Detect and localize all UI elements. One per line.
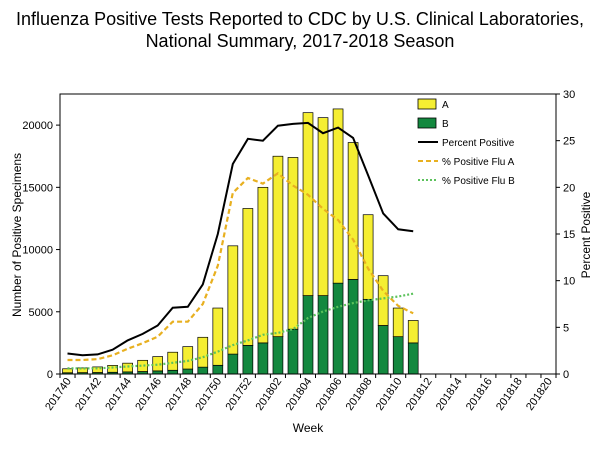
y2-tick-label: 5 bbox=[563, 322, 569, 334]
y2-tick-label: 10 bbox=[563, 276, 575, 288]
line--positive-flu-b bbox=[67, 292, 414, 370]
lines-group bbox=[67, 121, 414, 370]
y-tick-label: 10000 bbox=[22, 245, 53, 257]
x-tick-label: 201808 bbox=[344, 376, 375, 413]
y-axis-ticks: 0 5000 10000 15000 20000 bbox=[22, 120, 60, 381]
bar-b-201749 bbox=[197, 366, 209, 375]
line-percent-positive bbox=[67, 121, 414, 357]
legend-label-percent-positive: Percent Positive bbox=[442, 138, 515, 149]
y-axis-label: Number of Positive Specimens bbox=[10, 153, 24, 317]
bar-a-201810 bbox=[392, 307, 404, 338]
x-axis-label: Week bbox=[293, 421, 324, 435]
bar-a-201752 bbox=[242, 208, 254, 346]
bar-a-201749 bbox=[197, 336, 209, 368]
bar-a-201807 bbox=[347, 142, 359, 280]
chart-subtitle: National Summary, 2017-2018 Season bbox=[146, 31, 455, 51]
x-tick-label: 201746 bbox=[133, 376, 164, 413]
x-tick-label: 201804 bbox=[284, 376, 315, 413]
bar-a-201805 bbox=[317, 117, 329, 296]
bar-a-201751 bbox=[227, 245, 239, 355]
bar-b-201804 bbox=[302, 295, 314, 375]
bar-a-201802 bbox=[272, 155, 284, 338]
x-tick-label: 201748 bbox=[163, 376, 194, 413]
x-tick-label: 201806 bbox=[314, 376, 345, 413]
bar-a-201806 bbox=[332, 108, 344, 284]
bar-b-201803 bbox=[287, 328, 299, 375]
x-tick-label: 201744 bbox=[103, 376, 134, 413]
x-tick-label: 201812 bbox=[404, 376, 435, 413]
legend-label--positive-flu-a: % Positive Flu A bbox=[442, 157, 515, 168]
bar-b-201805 bbox=[317, 295, 329, 375]
x-tick-label: 201810 bbox=[374, 376, 405, 413]
chart-title: Influenza Positive Tests Reported to CDC… bbox=[16, 9, 584, 29]
y2-axis-label: Percent Positive bbox=[579, 191, 593, 278]
bar-a-201746 bbox=[152, 356, 164, 372]
bar-a-201809 bbox=[377, 275, 389, 326]
x-tick-label: 201752 bbox=[223, 376, 254, 413]
bar-b-201750 bbox=[212, 364, 224, 375]
x-tick-label: 201818 bbox=[494, 376, 525, 413]
y2-tick-label: 25 bbox=[563, 136, 575, 148]
y2-tick-label: 0 bbox=[563, 369, 569, 381]
x-tick-label: 201802 bbox=[254, 376, 285, 413]
legend-label-a: A bbox=[442, 100, 449, 111]
bar-b-201747 bbox=[167, 369, 179, 375]
legend-swatch-a bbox=[417, 98, 437, 110]
y2-tick-label: 30 bbox=[563, 89, 575, 101]
bar-b-201810 bbox=[392, 336, 404, 375]
bar-b-201752 bbox=[242, 345, 254, 375]
x-tick-label: 201750 bbox=[193, 376, 224, 413]
bar-b-201809 bbox=[377, 325, 389, 375]
legend-label-b: B bbox=[442, 119, 449, 130]
y-tick-label: 5000 bbox=[29, 307, 53, 319]
bar-b-201748 bbox=[182, 368, 194, 375]
legend: AB Percent Positive % Positive Flu A % Posi… bbox=[417, 98, 515, 187]
bar-a-201811 bbox=[407, 320, 419, 344]
x-axis-ticks: 201740 201742 201744 201746 201748 201750 2017… bbox=[43, 374, 557, 413]
x-tick-label: 201740 bbox=[43, 376, 74, 413]
bar-a-201748 bbox=[182, 346, 194, 370]
x-tick-label: 201816 bbox=[464, 376, 495, 413]
y2-tick-label: 15 bbox=[563, 229, 575, 241]
bar-b-201808 bbox=[362, 298, 374, 375]
y-tick-label: 15000 bbox=[22, 182, 53, 194]
bar-a-201742 bbox=[92, 366, 103, 373]
y-tick-label: 0 bbox=[47, 369, 53, 381]
x-tick-label: 201814 bbox=[434, 376, 465, 413]
bar-a-201801 bbox=[257, 186, 269, 344]
x-tick-label: 201820 bbox=[524, 376, 555, 413]
y-tick-label: 20000 bbox=[22, 120, 53, 132]
bar-a-201741 bbox=[77, 367, 88, 373]
bar-a-201808 bbox=[362, 214, 374, 300]
y2-axis-ticks: 0 5 10 15 20 25 30 bbox=[556, 89, 575, 381]
x-tick-label: 201742 bbox=[73, 376, 104, 413]
bar-b-201802 bbox=[272, 336, 284, 375]
bar-a-201745 bbox=[137, 359, 148, 372]
bar-b-201807 bbox=[347, 279, 359, 375]
bar-b-201806 bbox=[332, 282, 344, 375]
bar-b-201811 bbox=[407, 342, 419, 375]
bar-b-201801 bbox=[257, 342, 269, 375]
line--positive-flu-a bbox=[67, 171, 414, 362]
legend-label--positive-flu-b: % Positive Flu B bbox=[442, 176, 515, 187]
bars-group bbox=[62, 108, 419, 375]
bar-a-201803 bbox=[287, 157, 299, 330]
bar-a-201750 bbox=[212, 307, 224, 366]
bar-a-201804 bbox=[302, 112, 314, 296]
bar-b-201751 bbox=[227, 353, 239, 375]
legend-swatch-b bbox=[417, 117, 437, 129]
bar-a-201747 bbox=[167, 351, 179, 371]
y2-tick-label: 20 bbox=[563, 182, 575, 194]
